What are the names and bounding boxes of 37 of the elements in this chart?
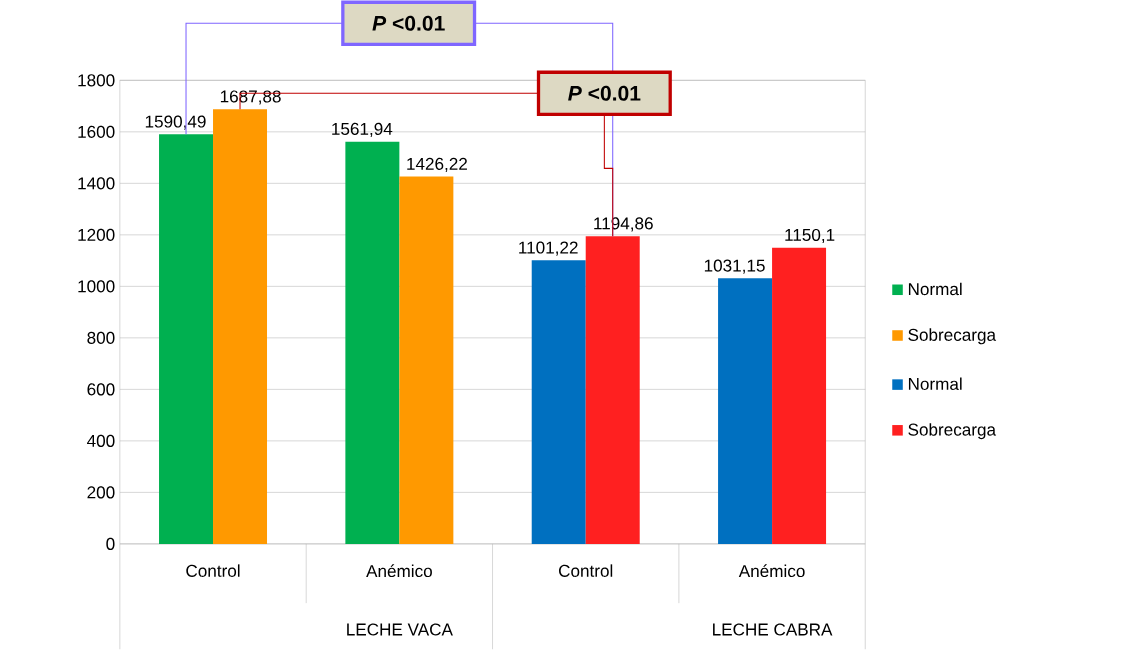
data-label: 1031,15	[704, 259, 765, 274]
bar	[345, 141, 400, 544]
text: LECHE VACA	[347, 623, 453, 636]
data-label: 1590,49	[145, 115, 206, 130]
x-tick-label: Anémico	[738, 564, 805, 578]
x-tick-label: Control	[558, 564, 613, 577]
legend-label: Sobrecarga	[908, 328, 997, 345]
data-label: 1150,1	[785, 228, 835, 244]
bar	[531, 260, 586, 544]
y-tick-label: 1600	[78, 125, 115, 138]
y-tick-label: 1800	[78, 74, 115, 87]
x-tick-label: Anémico	[366, 564, 432, 578]
data-label: 1426,22	[407, 157, 467, 172]
legend-label: Sobrecarga	[908, 423, 997, 440]
y-tick-label: 1400	[78, 177, 115, 190]
y-tick-label: 1000	[78, 280, 115, 293]
bar	[399, 176, 454, 544]
text: LECHE CABRA	[713, 623, 833, 636]
y-tick-label: 800	[87, 331, 115, 344]
y-tick-label: 0	[106, 537, 115, 550]
data-label: 1687,88	[220, 90, 281, 105]
bar	[213, 109, 268, 544]
data-label: 1101,22	[519, 241, 578, 256]
y-tick-label: 600	[87, 383, 115, 396]
y-tick-label: 200	[87, 486, 115, 499]
bar	[718, 278, 773, 544]
legend-label: Normal	[908, 282, 962, 296]
y-tick-label: 400	[87, 434, 115, 447]
legend-label: Normal	[908, 377, 962, 391]
text: P <0.01	[372, 15, 445, 31]
bar	[585, 236, 640, 544]
annotation: P <0.01	[568, 85, 641, 101]
bar	[159, 134, 214, 544]
x-tick-label: Control	[186, 564, 240, 577]
y-tick-label: 1200	[78, 228, 115, 241]
data-label: 1561,94	[332, 122, 393, 137]
bar	[772, 247, 827, 544]
